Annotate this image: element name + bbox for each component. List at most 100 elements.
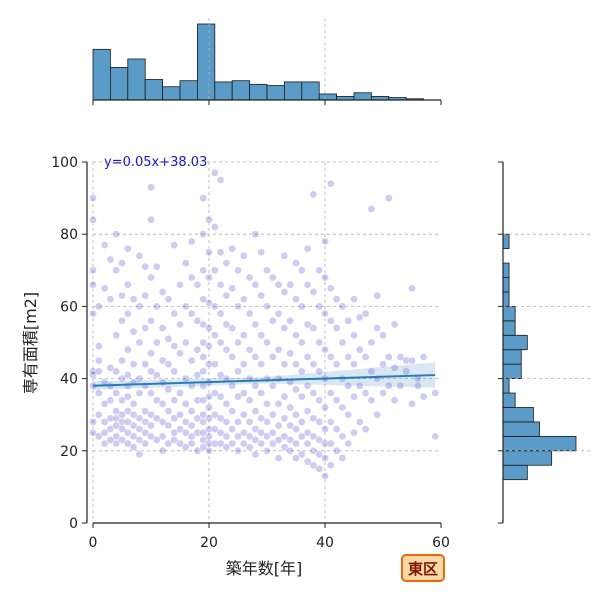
x-tick-label: 20	[200, 535, 218, 551]
scatter-point	[170, 309, 179, 318]
scatter-point	[379, 360, 387, 369]
scatter-point	[100, 439, 109, 448]
scatter-point	[268, 428, 277, 437]
marginal-x-bar	[283, 81, 303, 101]
scatter-point	[106, 414, 115, 423]
scatter-point	[94, 432, 103, 441]
scatter-points	[89, 168, 440, 480]
scatter-point	[234, 302, 242, 311]
scatter-point	[315, 367, 324, 376]
scatter-point	[106, 396, 115, 405]
scatter-point	[361, 309, 370, 318]
scatter-point	[274, 400, 283, 408]
scatter-point	[332, 425, 341, 433]
scatter-point	[123, 439, 132, 448]
scatter-point	[112, 266, 121, 275]
scatter-point	[245, 396, 254, 405]
scatter-point	[234, 338, 242, 347]
scatter-point	[297, 338, 306, 347]
scatter-point	[251, 230, 260, 239]
scatter-point	[199, 295, 208, 304]
scatter-point	[112, 331, 121, 340]
scatter-point	[286, 436, 295, 444]
scatter-point	[326, 439, 335, 448]
marginal-y-axis	[498, 161, 504, 524]
scatter-point	[390, 363, 399, 372]
scatter-point	[292, 331, 300, 340]
scatter-point	[338, 432, 347, 441]
scatter-point	[367, 396, 376, 405]
scatter-point	[373, 324, 382, 332]
scatter-point	[94, 342, 103, 350]
scatter-point	[164, 421, 173, 430]
scatter-point	[350, 392, 358, 401]
scatter-point	[332, 396, 341, 405]
y-tick-label: 40	[60, 372, 78, 388]
scatter-point	[268, 381, 277, 390]
district-badge-box	[401, 554, 445, 582]
scatter-point	[176, 280, 184, 289]
scatter-point	[315, 266, 324, 275]
scatter-point	[176, 425, 184, 433]
scatter-point	[106, 295, 115, 304]
scatter-point	[257, 439, 266, 448]
scatter-point	[135, 389, 144, 397]
marginal-y-bar	[502, 233, 510, 250]
scatter-point	[222, 291, 231, 300]
scatter-point	[396, 381, 405, 390]
scatter-point	[205, 414, 213, 423]
scatter-point	[193, 371, 202, 379]
scatter-point	[210, 425, 219, 433]
scatter-point	[251, 425, 260, 433]
scatter-point	[332, 295, 341, 304]
scatter-point	[141, 428, 150, 437]
marginal-x-bar	[127, 58, 146, 101]
scatter-point	[187, 421, 196, 430]
scatter-point	[251, 436, 260, 444]
scatter-point	[286, 280, 295, 289]
scatter-point	[205, 446, 213, 455]
scatter-point	[216, 392, 225, 401]
scatter-point	[112, 407, 121, 415]
scatter-point	[344, 381, 353, 390]
scatter-point	[384, 381, 393, 390]
scatter-point	[89, 309, 97, 318]
scatter-point	[129, 327, 138, 336]
scatter-point	[118, 410, 126, 419]
marginal-y-bar	[502, 435, 577, 452]
scatter-point	[321, 439, 329, 448]
scatter-point	[181, 302, 190, 311]
scatter-point	[274, 436, 283, 444]
scatter-point	[210, 168, 219, 177]
scatter-point	[321, 309, 329, 318]
scatter-point	[251, 381, 260, 390]
scatter-point	[94, 302, 103, 311]
marginal-x-bar	[249, 83, 268, 101]
scatter-point	[170, 367, 179, 376]
scatter-point	[147, 389, 155, 397]
scatter-point	[135, 302, 144, 311]
scatter-point	[152, 436, 161, 444]
scatter-point	[297, 392, 306, 401]
main-axes	[82, 161, 442, 528]
marginal-y-bar	[502, 421, 540, 437]
scatter-point	[228, 425, 237, 433]
marginal-x-bar	[144, 79, 163, 101]
scatter-point	[263, 338, 271, 347]
scatter-point	[280, 324, 289, 332]
scatter-point	[176, 349, 184, 358]
marginal-x-bar	[318, 93, 338, 101]
scatter-point	[147, 367, 155, 376]
scatter-point	[118, 396, 126, 405]
scatter-point	[100, 241, 109, 249]
scatter-point	[123, 244, 132, 253]
scatter-point	[292, 360, 300, 369]
district-badge-label: 東区	[408, 560, 438, 578]
scatter-point	[239, 389, 248, 397]
scatter-point	[384, 353, 393, 361]
scatter-point	[129, 443, 138, 452]
scatter-point	[94, 367, 103, 376]
scatter-point	[158, 446, 167, 455]
scatter-point	[210, 331, 219, 340]
scatter-point	[152, 262, 161, 271]
